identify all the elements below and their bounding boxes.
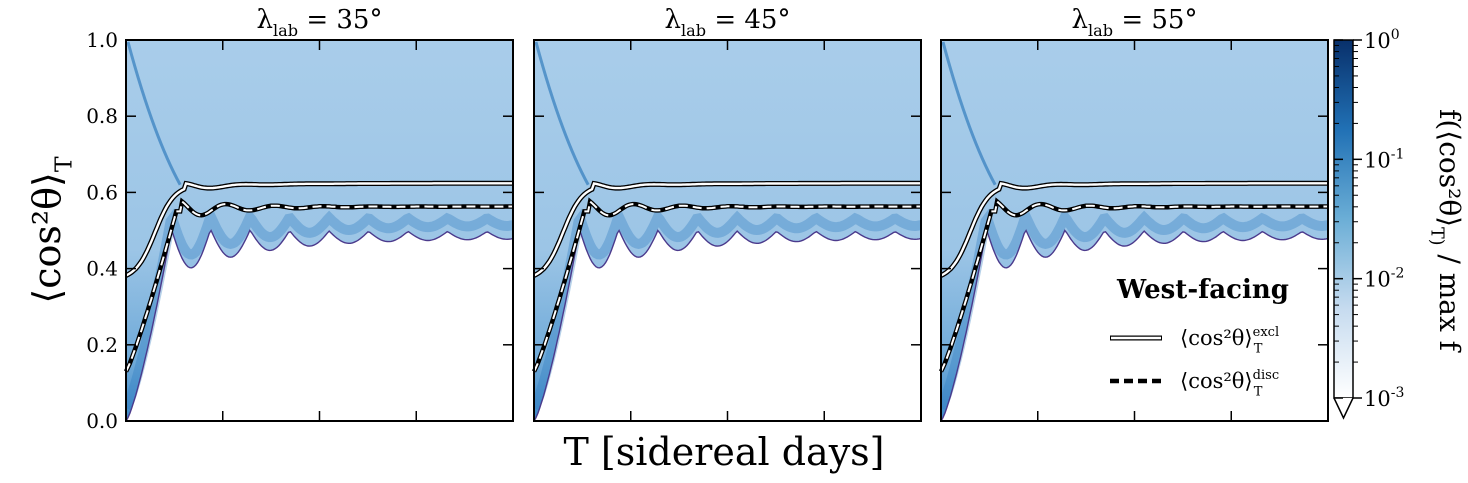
excl-curve <box>940 182 1328 277</box>
lower-boundary <box>125 229 514 422</box>
density-ridge <box>126 207 513 411</box>
panel-2 <box>531 39 922 422</box>
y-tick-label: 0.6 <box>86 180 118 204</box>
colorbar-tick-label: 100 <box>1364 27 1400 53</box>
y-tick-label: 1.0 <box>86 28 118 52</box>
lower-boundary <box>940 229 1329 422</box>
panel-title-1: λlab = 35° <box>257 5 383 40</box>
disc-curve <box>533 199 921 372</box>
disc-curve <box>940 199 1328 372</box>
panel-1 <box>123 39 514 422</box>
density-region <box>941 40 1328 421</box>
diagonal-ridge <box>941 41 997 186</box>
density-ridge <box>534 207 921 411</box>
legend-label-disc: ⟨cos²θ⟩disc T <box>1180 368 1279 399</box>
density-region <box>126 40 513 421</box>
x-axis-label: T [sidereal days] <box>563 430 884 474</box>
panel-title-2: λlab = 45° <box>665 5 791 40</box>
colorbar-tick-label: 10-3 <box>1364 385 1404 411</box>
colorbar: 100 10-1 10-2 10-3 <box>1333 27 1404 420</box>
panel-3 <box>938 39 1329 422</box>
disc-curve <box>125 199 513 372</box>
panel-title-3: λlab = 55° <box>1072 5 1198 40</box>
legend-title: West-facing <box>1116 275 1289 305</box>
y-tick-label: 0.2 <box>86 333 118 357</box>
excl-curve <box>533 182 921 277</box>
y-tick-label: 0.4 <box>86 257 118 281</box>
density-region <box>534 40 921 421</box>
y-tick-label: 0.0 <box>86 409 118 433</box>
legend-label-excl: ⟨cos²θ⟩excl T <box>1180 325 1279 356</box>
diagonal-ridge <box>534 41 590 186</box>
lower-boundary <box>533 229 922 422</box>
colorbar-tick-label: 10-2 <box>1364 266 1404 292</box>
legend: West-facing ⟨cos²θ⟩excl T ⟨cos²θ⟩disc T <box>1110 275 1289 400</box>
density-ridge <box>941 207 1328 411</box>
excl-curve <box>125 182 513 277</box>
y-tick-label: 0.8 <box>86 104 118 128</box>
colorbar-label: f(⟨cos²θ⟩T) / max f <box>1427 109 1466 354</box>
y-axis-label: ⟨cos²θ⟩T <box>25 156 77 303</box>
colorbar-tick-label: 10-1 <box>1364 146 1404 172</box>
diagonal-ridge <box>126 41 182 186</box>
